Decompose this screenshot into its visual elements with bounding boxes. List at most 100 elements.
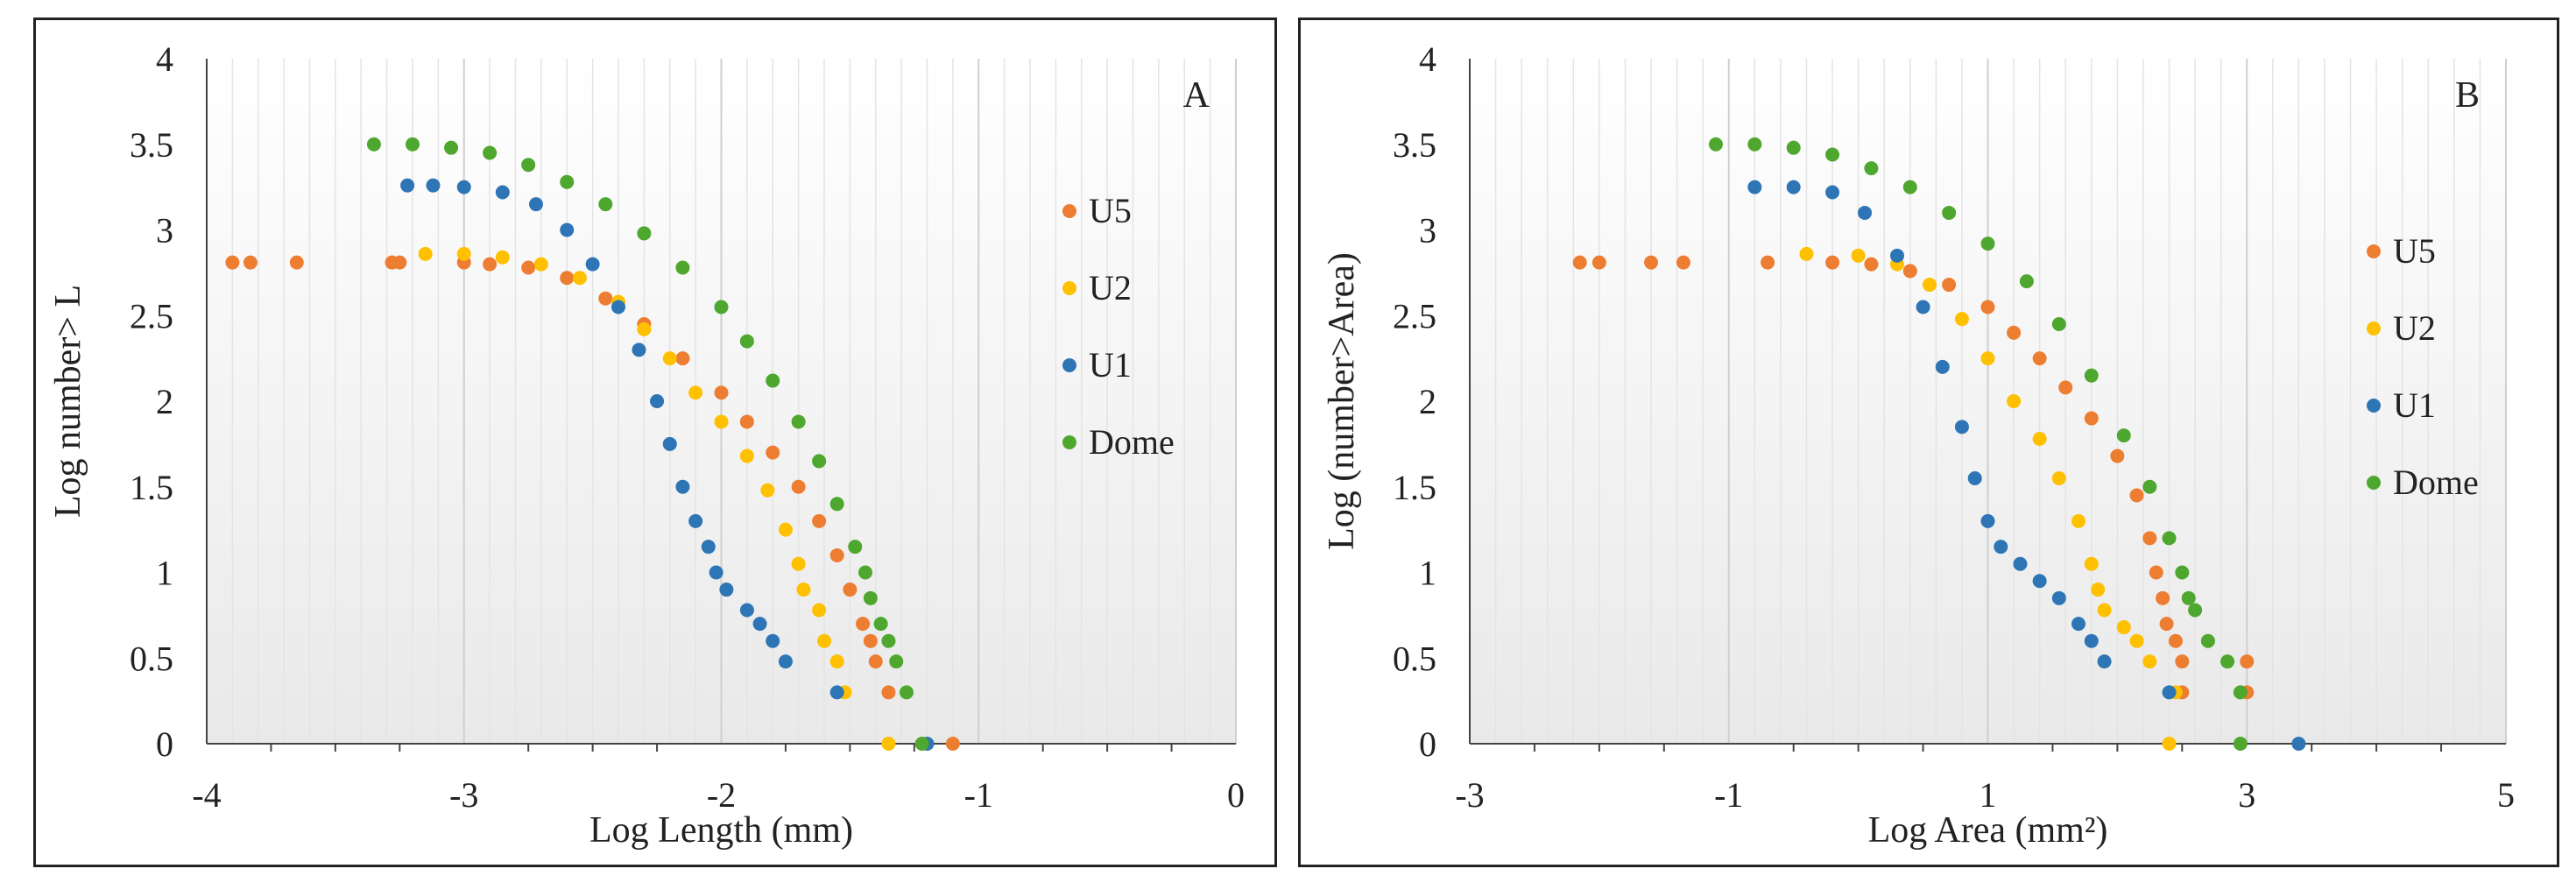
data-point	[2084, 633, 2099, 648]
data-point	[829, 497, 844, 512]
data-point	[521, 260, 536, 275]
data-point	[856, 617, 871, 632]
legend-label: U1	[2393, 385, 2436, 425]
data-point	[1902, 264, 1917, 279]
data-point	[719, 583, 734, 597]
legend-marker	[2367, 476, 2381, 490]
data-point	[858, 565, 872, 580]
data-point	[752, 617, 767, 632]
data-point	[572, 271, 587, 286]
x-tick-label: -1	[1714, 775, 1743, 815]
data-point	[714, 414, 729, 429]
data-point	[418, 246, 433, 261]
data-point	[766, 373, 780, 388]
data-point	[2162, 737, 2177, 751]
data-point	[812, 513, 827, 528]
data-point	[2058, 380, 2073, 395]
y-axis-title: Log (number>Area)	[1322, 252, 1362, 550]
x-tick-label: -3	[1455, 775, 1484, 815]
data-point	[662, 351, 677, 366]
data-point	[760, 483, 775, 498]
data-point	[714, 300, 729, 314]
data-point	[829, 547, 844, 562]
data-point	[848, 540, 863, 554]
data-point	[2200, 633, 2215, 648]
data-point	[778, 522, 793, 537]
data-point	[662, 436, 677, 451]
legend-marker	[1062, 435, 1076, 449]
data-point	[495, 250, 510, 265]
data-point	[1916, 300, 1930, 314]
y-tick-label: 2	[1419, 382, 1436, 421]
data-point	[2162, 531, 2177, 546]
data-point	[791, 479, 806, 494]
y-tick-label: 0.5	[130, 639, 173, 678]
x-axis-title: Log Area (mm²)	[1868, 810, 2108, 851]
y-tick-label: 4	[156, 39, 173, 79]
data-point	[2110, 449, 2125, 463]
data-point	[1851, 248, 1866, 263]
data-point	[1825, 255, 1840, 270]
data-point	[225, 255, 240, 270]
data-point	[2051, 317, 2066, 332]
y-tick-label: 1.5	[1393, 468, 1436, 507]
y-tick-label: 0	[1419, 724, 1436, 764]
data-point	[2097, 603, 2112, 618]
data-point	[2233, 737, 2248, 751]
series-u2	[1799, 246, 2183, 751]
data-point	[900, 685, 914, 700]
legend-marker	[2367, 244, 2381, 258]
panel-letter: B	[2455, 75, 2480, 116]
legend-label: Dome	[2393, 463, 2479, 502]
data-point	[560, 174, 575, 189]
data-point	[2291, 737, 2306, 751]
series-u1	[1747, 180, 2306, 751]
data-point	[889, 654, 904, 669]
data-point	[2142, 654, 2157, 669]
legend-label: U5	[1089, 191, 1132, 230]
y-tick-label: 0.5	[1393, 639, 1436, 678]
data-point	[495, 185, 510, 200]
data-point	[675, 479, 690, 494]
data-point	[1825, 147, 1840, 162]
legend-marker	[2367, 399, 2381, 413]
data-point	[791, 556, 806, 571]
data-point	[2013, 556, 2028, 571]
data-point	[2032, 574, 2047, 589]
y-tick-label: 3	[156, 211, 173, 251]
y-tick-label: 1	[156, 554, 173, 593]
data-point	[2091, 583, 2106, 597]
legend-label: U2	[1089, 268, 1132, 307]
data-point	[873, 617, 888, 632]
data-point	[2071, 513, 2086, 528]
data-point	[914, 737, 929, 751]
data-point	[366, 137, 381, 152]
data-point	[1825, 185, 1840, 200]
data-point	[1676, 255, 1690, 270]
data-point	[2007, 394, 2022, 408]
data-point	[533, 257, 548, 272]
data-point	[1761, 255, 1775, 270]
data-point	[585, 257, 600, 272]
data-point	[400, 178, 415, 193]
data-point	[289, 255, 304, 270]
data-point	[2175, 565, 2190, 580]
chart-panel-b: -3 -1 1 3 5 0 0.5 1 1.5 2 2.5 3 3.5 4 Log Area (mm²) Lo…	[1298, 18, 2559, 867]
legend-marker	[1062, 358, 1076, 372]
data-point	[2159, 617, 2174, 632]
data-point	[829, 654, 844, 669]
legend-marker	[1062, 204, 1076, 218]
data-point	[392, 255, 407, 270]
data-point	[2149, 565, 2163, 580]
x-axis-title: Log Length (mm)	[589, 810, 853, 851]
data-point	[2240, 654, 2255, 669]
data-point	[739, 414, 754, 429]
data-point	[881, 685, 896, 700]
data-point	[598, 291, 613, 306]
data-point	[1967, 470, 1982, 485]
chart-panel-a: -4 -3 -2 -1 0 0 0.5 1 1.5 2 2.5 3 3.5 4 Log Length (mm…	[33, 18, 1277, 867]
data-point	[791, 414, 806, 429]
data-point	[2071, 617, 2086, 632]
data-point	[529, 197, 543, 212]
data-point	[243, 255, 258, 270]
